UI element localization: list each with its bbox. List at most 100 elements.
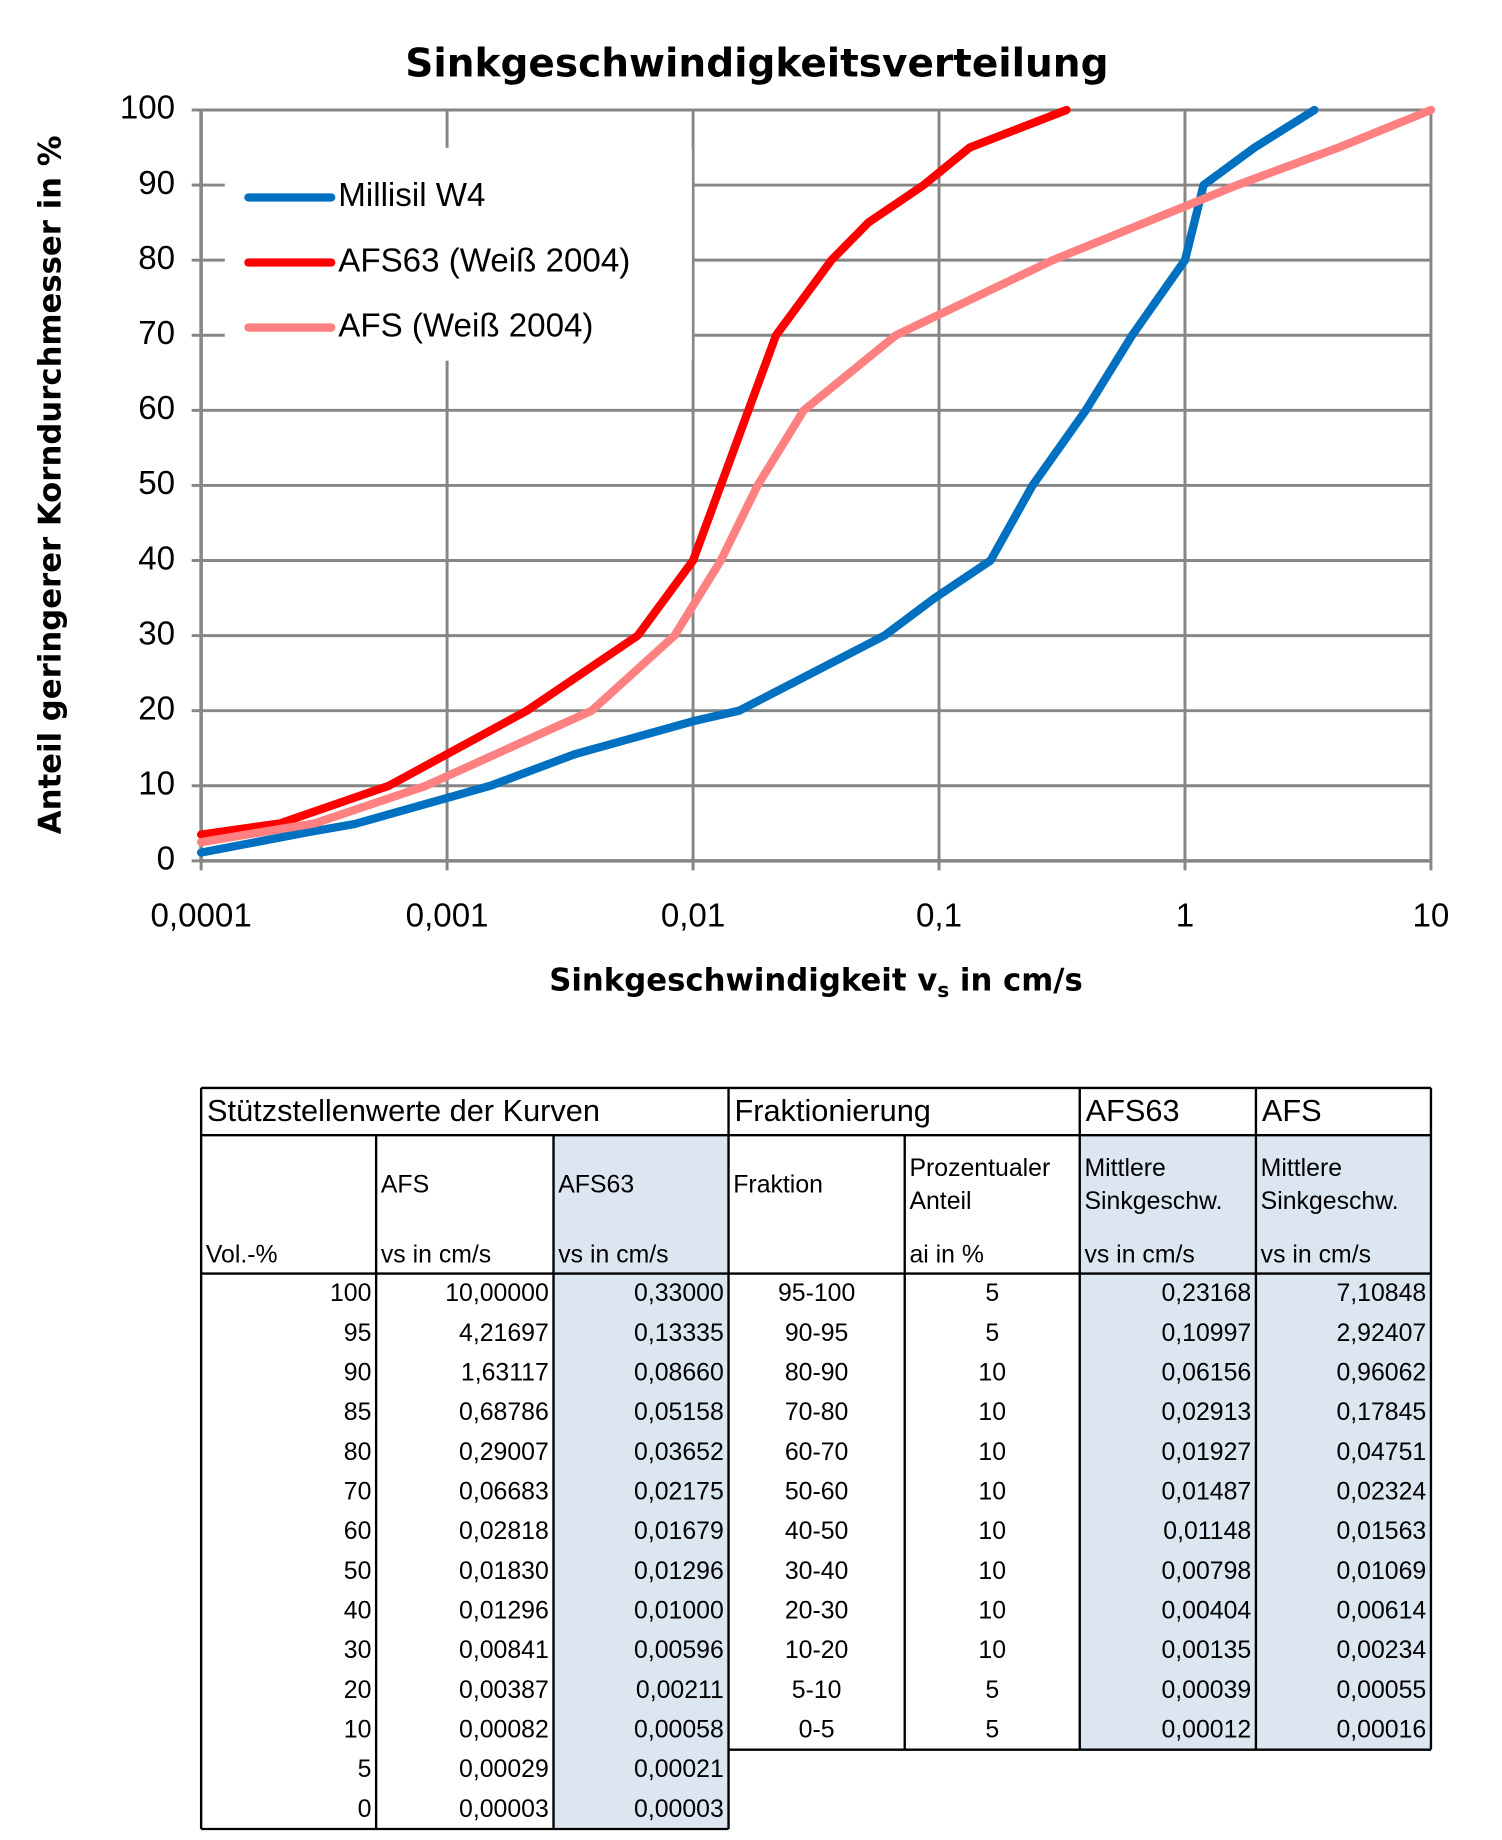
y-tick-label: 0 (157, 841, 175, 878)
table-cell: 0,00614 (1336, 1598, 1426, 1625)
table-cell: 0,00135 (1161, 1637, 1251, 1664)
table-cell: 0,08660 (634, 1360, 724, 1387)
table-cell: 0,02913 (1161, 1399, 1251, 1426)
table-cell: 60-70 (785, 1439, 849, 1466)
table-cell: 70-80 (785, 1399, 849, 1426)
table-cell: 100 (330, 1280, 371, 1307)
table-cell: 30 (344, 1637, 372, 1664)
table-cell: 5 (985, 1280, 999, 1307)
table-cell: 0,96062 (1336, 1360, 1426, 1387)
x-tick-label: 0,01 (661, 897, 725, 934)
table-cell: 2,92407 (1336, 1320, 1426, 1347)
table-group-header: Stützstellenwerte der Kurven (207, 1093, 600, 1128)
table-cell: 10-20 (785, 1637, 849, 1664)
table-header: vs in cm/s (1261, 1241, 1371, 1268)
table-cell: 5-10 (792, 1677, 842, 1704)
table-cell: 10 (978, 1439, 1006, 1466)
x-tick-label: 1 (1176, 897, 1194, 934)
table-cell: 0,03652 (634, 1439, 724, 1466)
table-cell: 0,01487 (1161, 1479, 1251, 1506)
y-tick-label: 30 (138, 615, 175, 652)
table-cell: 0,00404 (1161, 1598, 1251, 1625)
table-header: Prozentualer (909, 1155, 1050, 1182)
table-cell: 0,01679 (634, 1518, 724, 1545)
table-cell: 95 (344, 1320, 372, 1347)
table-cell: 0,17845 (1336, 1399, 1426, 1426)
table-cell: 0,01296 (634, 1558, 724, 1585)
table-group-header: Fraktionierung (734, 1093, 930, 1128)
table-cell: 0,01296 (459, 1598, 549, 1625)
table-header: Anteil (909, 1188, 971, 1215)
table-header: vs in cm/s (381, 1241, 491, 1268)
table-cell: 80 (344, 1439, 372, 1466)
table-cell: 0,01148 (1163, 1518, 1251, 1545)
table-header: Mittlere (1261, 1155, 1342, 1182)
table-cell: 0,01000 (634, 1598, 724, 1625)
table-cell: 0,00234 (1336, 1637, 1426, 1664)
table-header: AFS63 (558, 1172, 634, 1199)
legend-label: AFS63 (Weiß 2004) (338, 242, 630, 279)
table-cell: 0,00058 (634, 1717, 724, 1744)
table-cell: 0,00055 (1336, 1677, 1426, 1704)
table-cell: 7,10848 (1336, 1280, 1426, 1307)
table-cell: 1,63117 (461, 1360, 549, 1387)
table-cell: 0,05158 (634, 1399, 724, 1426)
x-axis-label: Sinkgeschwindigkeit vs in cm/s (549, 962, 1083, 1001)
table-cell: 5 (358, 1756, 372, 1783)
x-axis-label-text: Sinkgeschwindigkeit v (549, 962, 937, 998)
table-cell: 0,02175 (634, 1479, 724, 1506)
table-group-header: AFS63 (1086, 1093, 1180, 1128)
table-cell: 20-30 (785, 1598, 849, 1625)
shaded-column (1079, 1135, 1256, 1750)
table-cell: 0,00387 (459, 1677, 549, 1704)
table-cell: 10 (978, 1558, 1006, 1585)
table-cell: 0,10997 (1161, 1320, 1251, 1347)
table-cell: 0-5 (799, 1717, 835, 1744)
table-cell: 0,13335 (634, 1320, 724, 1347)
x-tick-label: 0,1 (916, 897, 962, 934)
table-cell: 0,00841 (459, 1637, 549, 1664)
table-header: vs in cm/s (1084, 1241, 1194, 1268)
table-cell: 0,01830 (459, 1558, 549, 1585)
data-line (196, 105, 1071, 839)
y-tick-label: 20 (138, 690, 175, 727)
table-cell: 0,00211 (636, 1677, 724, 1704)
data-line (196, 105, 1436, 847)
table-cell: 0 (358, 1796, 372, 1823)
table-cell: 0,23168 (1161, 1280, 1251, 1307)
table-cell: 95-100 (778, 1280, 855, 1307)
y-tick-label: 80 (138, 240, 175, 277)
y-tick-label: 50 (138, 465, 175, 502)
table-cell: 60 (344, 1518, 372, 1545)
table-cell: 0,06156 (1161, 1360, 1251, 1387)
table-cell: 0,00596 (634, 1637, 724, 1664)
table-cell: 0,00039 (1161, 1677, 1251, 1704)
table-header: ai in % (909, 1241, 984, 1268)
table-cell: 0,02818 (459, 1518, 549, 1545)
table-header: AFS (381, 1172, 429, 1199)
table-cell: 90-95 (785, 1320, 849, 1347)
legend-label: AFS (Weiß 2004) (338, 307, 593, 344)
y-tick-label: 60 (138, 390, 175, 427)
table-cell: 10 (978, 1598, 1006, 1625)
table-cell: 90 (344, 1360, 372, 1387)
table-cell: 0,06683 (459, 1479, 549, 1506)
chart-title: Sinkgeschwindigkeitsverteilung (405, 42, 1108, 87)
table-cell: 0,00003 (634, 1796, 724, 1823)
table-cell: 0,02324 (1336, 1479, 1426, 1506)
table-cell: 5 (985, 1677, 999, 1704)
table-cell: 0,33000 (634, 1280, 724, 1307)
table-cell: 5 (985, 1717, 999, 1744)
legend-label: Millisil W4 (338, 177, 485, 214)
table-cell: 0,00029 (459, 1756, 549, 1783)
y-axis-label: Anteil geringerer Korndurchmesser in % (33, 135, 69, 834)
table-cell: 5 (985, 1320, 999, 1347)
x-axis-label-end: in cm/s (949, 962, 1083, 998)
table-cell: 0,00016 (1336, 1717, 1426, 1744)
x-tick-label: 0,0001 (150, 897, 251, 934)
table-header: Sinkgeschw. (1261, 1188, 1399, 1215)
table-cell: 0,01563 (1336, 1518, 1426, 1545)
y-tick-label: 40 (138, 540, 175, 577)
y-tick-label: 70 (138, 315, 175, 352)
x-tick-label: 0,001 (406, 897, 489, 934)
